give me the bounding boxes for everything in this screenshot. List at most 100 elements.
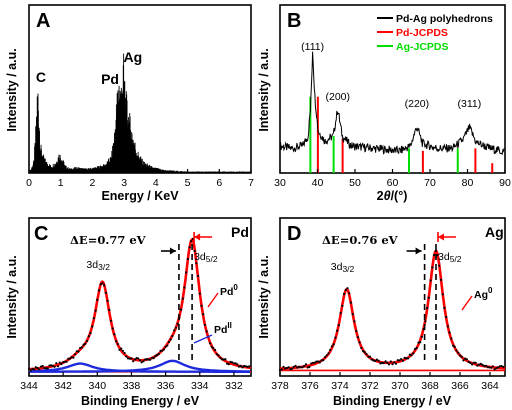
panel-d-ylabel: Intensity / a.u. xyxy=(257,255,271,338)
xps-data-point xyxy=(217,354,220,357)
xps-data-point xyxy=(370,358,373,361)
xps-data-point xyxy=(427,296,430,299)
xps-data-point xyxy=(372,359,375,362)
xps-data-point xyxy=(111,327,114,330)
xps-data-point xyxy=(344,288,347,292)
legend-entry: Pd-Ag polyhedrons xyxy=(396,13,493,25)
xps-data-point xyxy=(144,358,147,361)
panel-a-xtick-label: 1 xyxy=(58,177,64,189)
xps-data-point xyxy=(92,317,95,320)
xps-data-point xyxy=(219,356,222,359)
xps-data-point xyxy=(477,363,481,366)
panel-a-xtick-label: 2 xyxy=(90,177,96,189)
xps-data-point xyxy=(179,308,183,311)
panel-b-frame xyxy=(279,4,506,174)
xps-data-point xyxy=(407,357,410,360)
xps-data-point xyxy=(91,325,94,328)
xps-data-point xyxy=(135,357,138,360)
xps-data-point xyxy=(39,365,43,368)
xps-data-point xyxy=(426,307,429,310)
xps-data-point xyxy=(121,349,124,352)
orbital-label: 3d3/2 xyxy=(86,259,110,272)
xps-data-point xyxy=(82,343,85,346)
panel-a-xtick-label: 7 xyxy=(248,177,254,189)
xps-data-point xyxy=(301,366,304,369)
xps-data-point xyxy=(296,366,299,369)
panel-d-xtick-label: 368 xyxy=(421,380,439,392)
xps-data-point xyxy=(349,301,353,304)
xps-data-point xyxy=(413,348,417,351)
xps-data-point xyxy=(188,246,191,249)
panel-d-xtick-label: 376 xyxy=(301,380,319,392)
xps-data-point xyxy=(280,368,283,371)
panel-a-xtick-label: 5 xyxy=(185,177,191,189)
xps-data-point xyxy=(448,331,451,334)
xps-data-point xyxy=(224,358,227,361)
xps-data-point xyxy=(239,364,242,367)
xps-data-point xyxy=(469,361,472,365)
xps-data-point xyxy=(375,358,378,361)
xps-data-point xyxy=(154,355,157,358)
panel-b-xtick-label: 70 xyxy=(424,177,436,189)
xps-data-point xyxy=(460,355,463,358)
xps-data-point xyxy=(282,365,285,368)
xps-data-point xyxy=(384,360,387,363)
arrow-right-icon xyxy=(169,247,176,255)
xps-data-point xyxy=(353,320,356,323)
xps-data-point xyxy=(398,359,401,362)
xps-data-point xyxy=(318,361,321,364)
xps-data-point xyxy=(113,333,116,336)
xps-data-point xyxy=(412,352,415,355)
xps-data-point xyxy=(43,366,46,370)
xps-data-point xyxy=(133,358,136,361)
xps-data-point xyxy=(484,364,488,367)
panel-a-peak-label: C xyxy=(36,69,46,85)
panel-b-xtick-label: 50 xyxy=(349,177,361,189)
xps-data-point xyxy=(360,346,363,350)
xps-data-point xyxy=(474,361,477,364)
xps-data-point xyxy=(60,362,63,366)
xps-data-point xyxy=(322,359,325,362)
xps-data-point xyxy=(46,367,49,370)
xps-data-point xyxy=(97,289,101,292)
xps-data-point xyxy=(346,287,349,290)
component-label: PdII xyxy=(214,321,232,336)
xps-data-point xyxy=(89,332,92,335)
xps-data-point xyxy=(481,363,484,366)
xps-data-point xyxy=(424,320,427,323)
xps-data-point xyxy=(377,359,380,362)
xps-data-point xyxy=(387,363,391,366)
xps-data-point xyxy=(362,350,365,353)
panel-c-xtick-label: 344 xyxy=(20,380,38,392)
xps-data-point xyxy=(58,361,61,364)
xps-data-point xyxy=(157,352,160,355)
orbital-label: 3d5/2 xyxy=(194,251,218,264)
xps-data-point xyxy=(336,329,339,332)
xps-data-point xyxy=(431,266,434,269)
panel-a-letter: A xyxy=(36,10,50,32)
panel-a-xtick-label: 6 xyxy=(216,177,222,189)
xps-data-point xyxy=(311,361,314,364)
xps-data-point xyxy=(365,353,368,356)
panel-b-xtick-label: 80 xyxy=(462,177,474,189)
xps-data-point xyxy=(215,353,218,356)
xps-data-point xyxy=(68,357,72,360)
panel-c-frame xyxy=(28,217,252,377)
xps-data-point xyxy=(457,351,460,354)
panel-b: B 30 40 50 60 70 80 90 (111) (200) (220) (311) Pd… xyxy=(257,4,511,203)
xps-data-point xyxy=(410,354,413,357)
xps-data-point xyxy=(368,355,372,358)
xps-data-point xyxy=(27,367,31,370)
panel-c-ylabel: Intensity / a.u. xyxy=(5,255,19,338)
xps-data-point xyxy=(115,340,118,343)
pd2-component-curve xyxy=(29,362,251,373)
xps-data-point xyxy=(502,365,505,368)
xps-data-point xyxy=(96,298,99,301)
xps-data-point xyxy=(55,362,58,365)
xps-data-point xyxy=(358,341,361,344)
xps-data-point xyxy=(341,304,344,307)
xps-data-point xyxy=(386,361,389,364)
xps-data-point xyxy=(445,315,448,319)
panel-d-frame xyxy=(279,217,506,377)
